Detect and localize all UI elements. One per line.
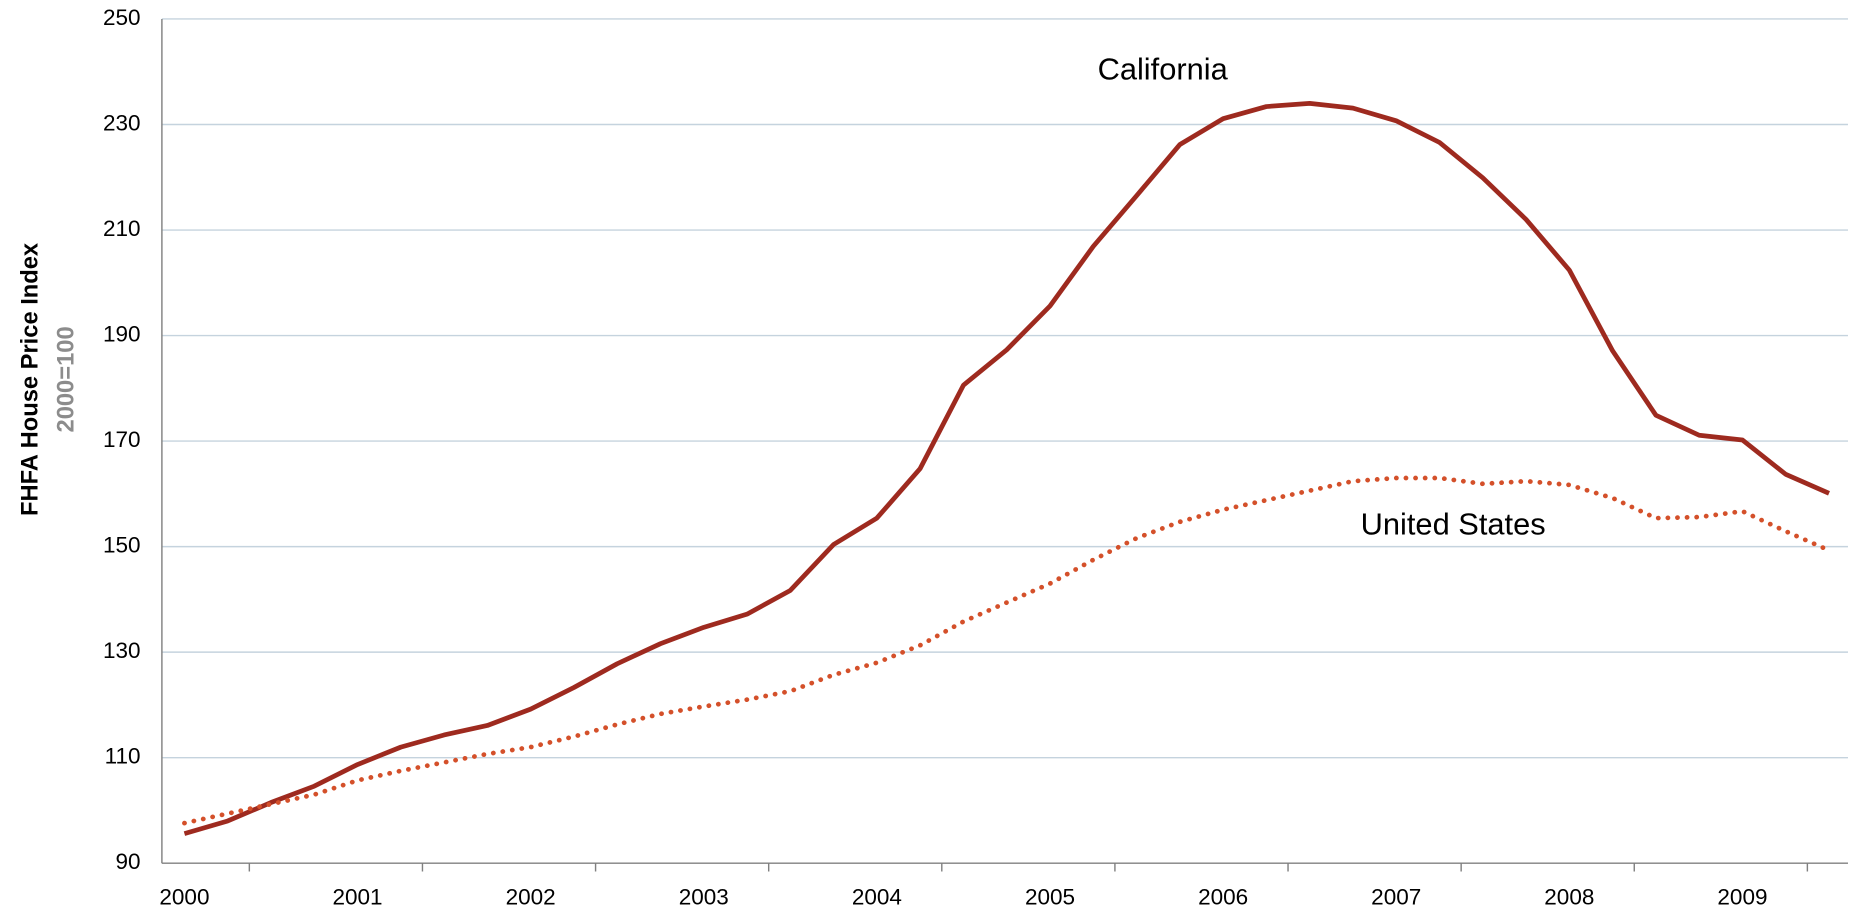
x-tick-label: 2000 bbox=[159, 885, 209, 910]
x-tick-label: 2007 bbox=[1371, 885, 1421, 910]
x-tick-label: 2006 bbox=[1198, 885, 1248, 910]
x-tick-label: 2003 bbox=[679, 885, 729, 910]
x-tick-label: 2004 bbox=[852, 885, 902, 910]
x-tick-label: 2008 bbox=[1544, 885, 1594, 910]
x-tick-label: 2005 bbox=[1025, 885, 1075, 910]
x-tick-label: 2009 bbox=[1717, 885, 1767, 910]
y-tick-label: 210 bbox=[103, 216, 141, 241]
y-tick-label: 150 bbox=[103, 533, 141, 558]
y-tick-label: 250 bbox=[103, 5, 141, 30]
series-label: United States bbox=[1361, 507, 1546, 542]
series-line bbox=[183, 101, 1830, 836]
y-tick-label: 90 bbox=[116, 849, 141, 874]
series-label: California bbox=[1098, 51, 1229, 86]
y-tick-label: 190 bbox=[103, 322, 141, 347]
y-tick-label: 230 bbox=[103, 110, 141, 135]
y-tick-label: 130 bbox=[103, 638, 141, 663]
y-axis-title: FHFA House Price Index bbox=[18, 242, 44, 516]
x-tick-label: 2002 bbox=[506, 885, 556, 910]
y-axis-subtitle: 2000=100 bbox=[53, 326, 79, 432]
y-tick-label: 170 bbox=[103, 427, 141, 452]
series-line bbox=[182, 475, 1832, 826]
y-tick-label: 110 bbox=[105, 744, 141, 769]
x-tick-label: 2001 bbox=[332, 885, 382, 910]
